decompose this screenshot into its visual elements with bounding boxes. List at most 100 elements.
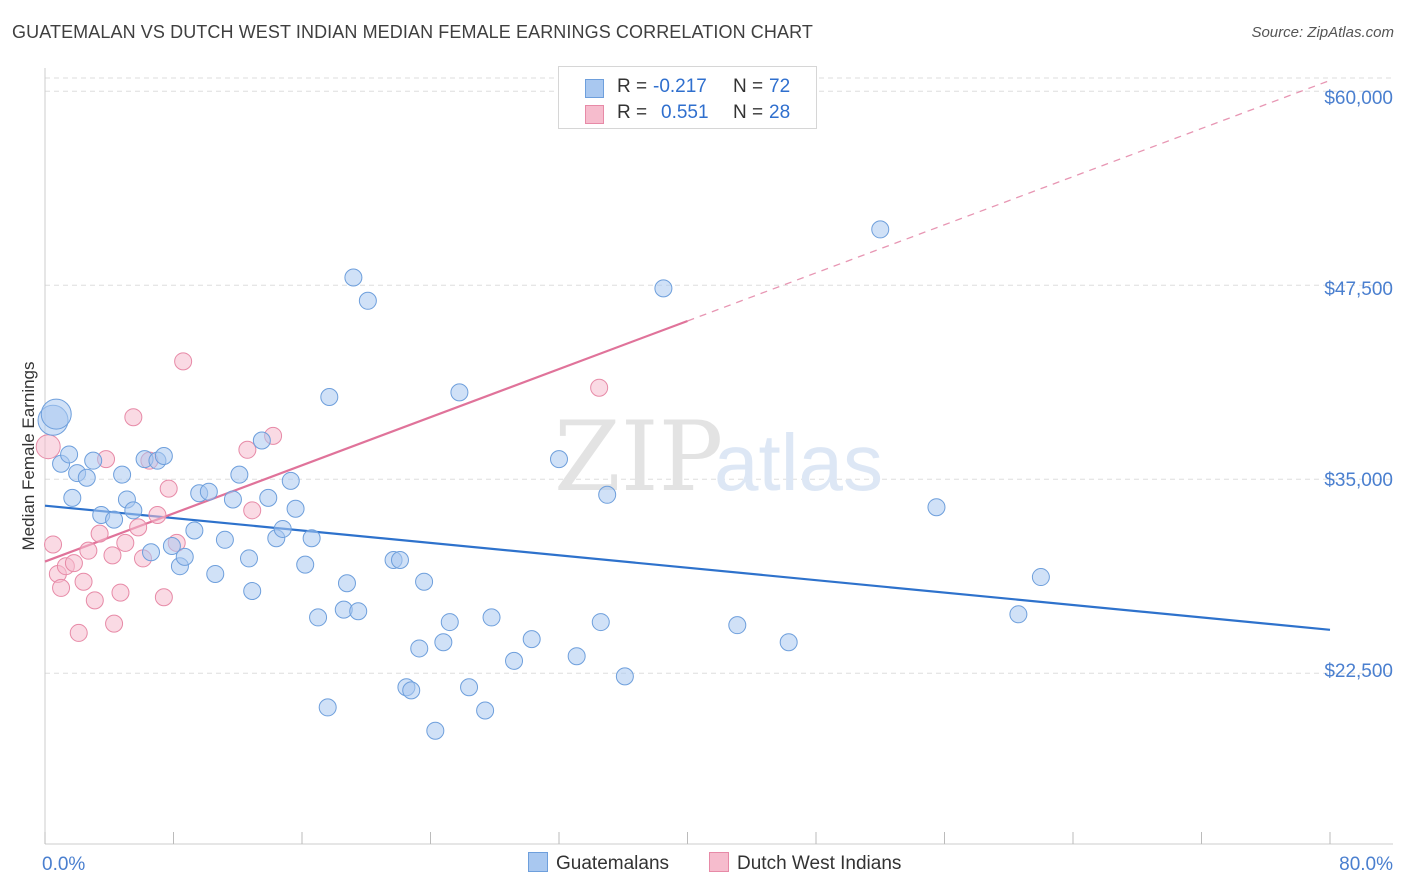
point-guatemalans (40, 398, 72, 430)
point-dutch-west-indians (129, 518, 148, 537)
point-guatemalans (113, 465, 132, 484)
point-guatemalans (206, 564, 225, 583)
point-dutch-west-indians (90, 524, 109, 543)
point-guatemalans (415, 572, 434, 591)
point-dutch-west-indians (154, 588, 173, 607)
point-guatemalans (567, 647, 586, 666)
data-points (35, 220, 1050, 740)
bottom-legend-label: Dutch West Indians (737, 853, 902, 874)
point-guatemalans (450, 383, 469, 402)
point-guatemalans (105, 510, 124, 529)
trend-line-guatemalans (44, 504, 1331, 631)
point-guatemalans (162, 537, 181, 556)
point-guatemalans (426, 721, 445, 740)
point-guatemalans (281, 471, 300, 490)
watermark-zip: ZIP (554, 401, 723, 513)
y-tick-label-22500: $22,500 (1324, 661, 1393, 682)
point-dutch-west-indians (116, 533, 135, 552)
y-tick-label-35000: $35,000 (1324, 470, 1393, 491)
tick-labels: $60,000 $47,500 $35,000 $22,500 0.0% 80.… (19, 88, 1393, 875)
legend-swatch-pink (585, 105, 604, 124)
legend-r-label: R = (617, 102, 648, 123)
chart-title: GUATEMALAN VS DUTCH WEST INDIAN MEDIAN F… (12, 22, 813, 42)
point-guatemalans (615, 667, 634, 686)
point-guatemalans (84, 451, 103, 470)
point-dutch-west-indians (44, 535, 63, 554)
point-guatemalans (390, 550, 409, 569)
bottom-legend-label: Guatemalans (556, 853, 670, 874)
point-guatemalans (286, 499, 305, 518)
point-dutch-west-indians (79, 541, 98, 560)
y-axis-label: Median Female Earnings (19, 362, 38, 551)
point-dutch-west-indians (148, 505, 167, 524)
point-guatemalans (410, 639, 429, 658)
point-guatemalans (591, 613, 610, 632)
legend-swatch-blue (585, 79, 604, 98)
point-guatemalans (77, 468, 96, 487)
point-guatemalans (230, 465, 249, 484)
point-guatemalans (598, 485, 617, 504)
point-guatemalans (927, 498, 946, 517)
x-tick-label-max: 80.0% (1339, 854, 1393, 875)
point-dutch-west-indians (590, 378, 609, 397)
point-dutch-west-indians (159, 479, 178, 498)
point-guatemalans (1031, 568, 1050, 587)
point-dutch-west-indians (243, 501, 262, 520)
point-guatemalans (142, 543, 161, 562)
point-guatemalans (273, 519, 292, 538)
point-dutch-west-indians (52, 578, 71, 597)
point-guatemalans (779, 633, 798, 652)
point-guatemalans (185, 521, 204, 540)
point-guatemalans (318, 698, 337, 717)
legend-r-label: R = (617, 76, 648, 97)
point-guatemalans (654, 279, 673, 298)
point-dutch-west-indians (74, 572, 93, 591)
point-guatemalans (243, 582, 262, 601)
point-guatemalans (358, 291, 377, 310)
point-guatemalans (320, 388, 339, 407)
point-guatemalans (871, 220, 890, 239)
point-guatemalans (337, 574, 356, 593)
legend: R = -0.217 N = 72 R = 0.551 N = 28 (558, 66, 817, 129)
legend-n-value: 28 (769, 102, 791, 123)
point-guatemalans (344, 268, 363, 287)
bottom-legend-guatemalans: Guatemalans (528, 852, 669, 875)
point-guatemalans (522, 630, 541, 649)
point-guatemalans (309, 608, 328, 627)
point-guatemalans (252, 431, 271, 450)
point-dutch-west-indians (174, 352, 193, 371)
legend-r-value: -0.217 (653, 76, 707, 97)
point-dutch-west-indians (124, 408, 143, 427)
point-guatemalans (476, 701, 495, 720)
point-guatemalans (550, 450, 568, 469)
point-guatemalans (482, 608, 501, 627)
legend-n-label: N = (733, 102, 764, 123)
point-guatemalans (63, 488, 82, 507)
watermark: ZIP atlas (554, 401, 883, 513)
y-tick-label-60000: $60,000 (1324, 88, 1393, 109)
bottom-legend-swatch-pink (709, 852, 729, 872)
trend-lines (44, 79, 1331, 631)
legend-n-value: 72 (769, 76, 791, 97)
point-guatemalans (259, 488, 278, 507)
point-dutch-west-indians (103, 546, 122, 565)
point-dutch-west-indians (35, 434, 61, 460)
point-guatemalans (175, 547, 194, 566)
x-tick-label-min: 0.0% (42, 854, 85, 875)
point-guatemalans (215, 530, 234, 549)
point-guatemalans (505, 651, 524, 670)
point-dutch-west-indians (69, 623, 88, 642)
point-dutch-west-indians (238, 440, 257, 459)
point-guatemalans (728, 616, 747, 635)
point-guatemalans (440, 613, 459, 632)
point-guatemalans (239, 549, 258, 568)
legend-r-value: 0.551 (661, 102, 709, 123)
point-dutch-west-indians (111, 583, 130, 602)
point-dutch-west-indians (64, 554, 83, 573)
point-guatemalans (124, 501, 143, 520)
point-guatemalans (349, 602, 368, 621)
point-guatemalans (302, 529, 321, 548)
point-dutch-west-indians (85, 591, 104, 610)
chart-source: Source: ZipAtlas.com (1251, 24, 1394, 41)
